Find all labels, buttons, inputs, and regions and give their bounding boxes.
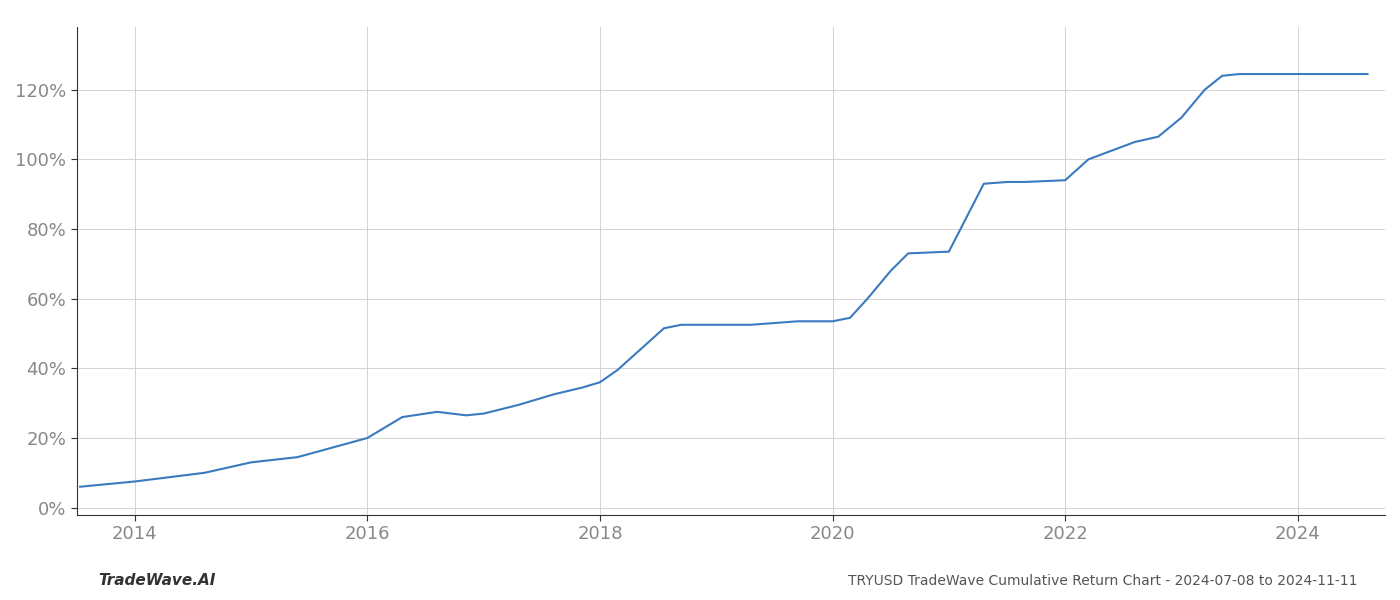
Text: TradeWave.AI: TradeWave.AI xyxy=(98,573,216,588)
Text: TRYUSD TradeWave Cumulative Return Chart - 2024-07-08 to 2024-11-11: TRYUSD TradeWave Cumulative Return Chart… xyxy=(848,574,1358,588)
